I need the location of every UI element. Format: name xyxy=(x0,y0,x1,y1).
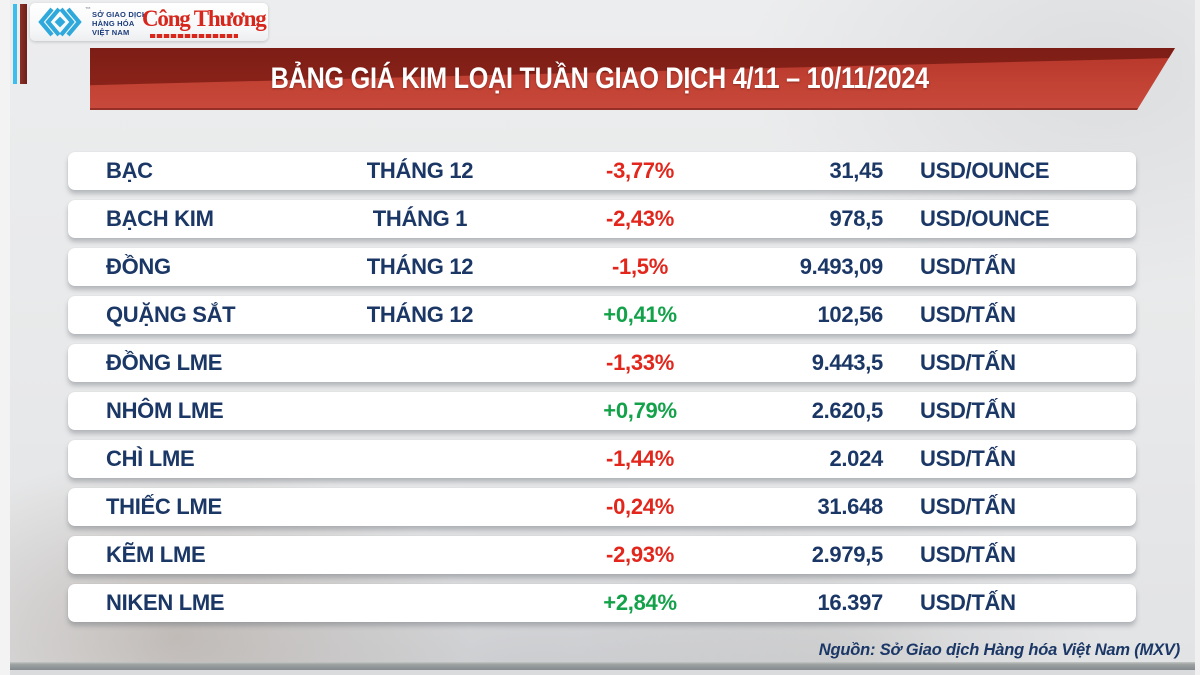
commodity-name: BẠCH KIM xyxy=(106,206,214,231)
change-percent: +0,79% xyxy=(603,398,677,423)
price-unit: USD/TẤN xyxy=(920,446,1016,471)
price-unit: USD/TẤN xyxy=(920,350,1016,375)
bottom-margin xyxy=(10,670,1195,675)
mxv-logo-text: SỞ GIAO DỊCH HÀNG HÓA VIỆT NAM xyxy=(92,10,148,37)
contract-month: THÁNG 12 xyxy=(366,302,474,327)
commodity-name: QUẶNG SẮT xyxy=(106,302,236,327)
change-percent: +2,84% xyxy=(603,590,677,615)
congthuong-logo-text: Công Thương xyxy=(142,6,267,31)
commodity-name: NIKEN LME xyxy=(106,590,225,615)
price-value: 978,5 xyxy=(829,206,883,231)
commodity-name: THIẾC LME xyxy=(106,494,222,519)
table-row-nhom-lme: NHÔM LME +0,79% 2.620,5 USD/TẤN xyxy=(68,392,1136,430)
mxv-chevron-icon xyxy=(38,7,82,37)
price-table: BẠC THÁNG 12 -3,77% 31,45 USD/OUNCE BẠCH… xyxy=(68,152,1136,632)
contract-month: THÁNG 1 xyxy=(372,206,468,231)
trademark-symbol: ™ xyxy=(85,7,91,13)
price-value: 2.979,5 xyxy=(811,542,884,567)
price-unit: USD/TẤN xyxy=(920,590,1016,615)
commodity-name: CHÌ LME xyxy=(106,446,195,471)
price-unit: USD/TẤN xyxy=(920,254,1016,279)
contract-month: THÁNG 12 xyxy=(366,158,474,183)
price-unit: USD/TẤN xyxy=(920,398,1016,423)
price-unit: USD/TẤN xyxy=(920,494,1016,519)
price-value: 9.493,09 xyxy=(799,254,884,279)
right-margin xyxy=(1195,0,1200,675)
change-percent: +0,41% xyxy=(603,302,677,327)
title-banner: BẢNG GIÁ KIM LOẠI TUẦN GIAO DỊCH 4/11 – … xyxy=(90,48,1175,110)
price-value: 102,56 xyxy=(817,302,884,327)
table-row-niken-lme: NIKEN LME +2,84% 16.397 USD/TẤN xyxy=(68,584,1136,622)
price-value: 9.443,5 xyxy=(811,350,884,375)
price-value: 31,45 xyxy=(829,158,883,183)
congthuong-tagline-strip xyxy=(150,34,238,38)
price-value: 16.397 xyxy=(817,590,884,615)
source-credit: Nguồn: Sở Giao dịch Hàng hóa Việt Nam (M… xyxy=(818,641,1180,659)
table-row-thiec-lme: THIẾC LME -0,24% 31.648 USD/TẤN xyxy=(68,488,1136,526)
table-row-bac: BẠC THÁNG 12 -3,77% 31,45 USD/OUNCE xyxy=(68,152,1136,190)
price-unit: USD/TẤN xyxy=(920,302,1016,327)
table-row-bach-kim: BẠCH KIM THÁNG 1 -2,43% 978,5 USD/OUNCE xyxy=(68,200,1136,238)
price-unit: USD/OUNCE xyxy=(920,158,1050,183)
table-row-quang-sat: QUẶNG SẮT THÁNG 12 +0,41% 102,56 USD/TẤN xyxy=(68,296,1136,334)
logo-plate: ™ SỞ GIAO DỊCH HÀNG HÓA VIỆT NAM Công Th… xyxy=(30,3,268,41)
table-row-chi-lme: CHÌ LME -1,44% 2.024 USD/TẤN xyxy=(68,440,1136,478)
accent-bar-maroon xyxy=(20,4,27,84)
accent-bar-cyan xyxy=(13,4,17,84)
contract-month: THÁNG 12 xyxy=(366,254,474,279)
change-percent: -3,77% xyxy=(606,158,674,183)
title-wrap: BẢNG GIÁ KIM LOẠI TUẦN GIAO DỊCH 4/11 – … xyxy=(90,48,1110,110)
change-percent: -2,93% xyxy=(606,542,674,567)
price-value: 2.024 xyxy=(829,446,883,471)
commodity-name: BẠC xyxy=(106,158,153,183)
commodity-name: ĐỒNG LME xyxy=(106,350,223,375)
table-row-dong-lme: ĐỒNG LME -1,33% 9.443,5 USD/TẤN xyxy=(68,344,1136,382)
change-percent: -1,5% xyxy=(612,254,668,279)
page-title: BẢNG GIÁ KIM LOẠI TUẦN GIAO DỊCH 4/11 – … xyxy=(270,62,930,95)
price-value: 31.648 xyxy=(817,494,884,519)
table-row-dong: ĐỒNG THÁNG 12 -1,5% 9.493,09 USD/TẤN xyxy=(68,248,1136,286)
commodity-name: NHÔM LME xyxy=(106,398,224,423)
bottom-border-strip xyxy=(10,662,1195,670)
change-percent: -1,33% xyxy=(606,350,674,375)
price-unit: USD/TẤN xyxy=(920,542,1016,567)
commodity-name: KẼM LME xyxy=(106,542,206,567)
price-unit: USD/OUNCE xyxy=(920,206,1050,231)
change-percent: -2,43% xyxy=(606,206,674,231)
table-row-kem-lme: KẼM LME -2,93% 2.979,5 USD/TẤN xyxy=(68,536,1136,574)
change-percent: -1,44% xyxy=(606,446,674,471)
change-percent: -0,24% xyxy=(606,494,674,519)
price-value: 2.620,5 xyxy=(811,398,884,423)
commodity-name: ĐỒNG xyxy=(106,254,171,279)
